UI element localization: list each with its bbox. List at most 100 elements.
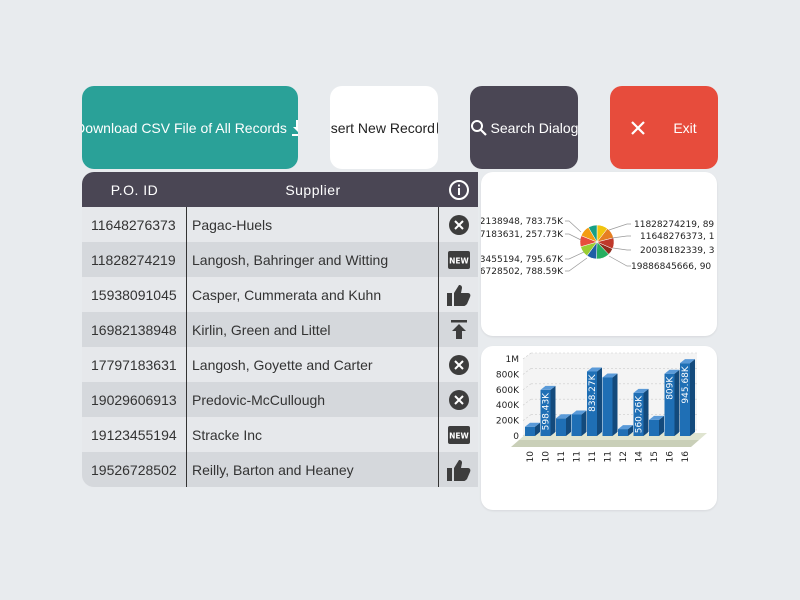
svg-text:NEW: NEW bbox=[449, 431, 469, 440]
bar-top bbox=[664, 369, 680, 374]
bar-side bbox=[690, 359, 695, 436]
close-icon bbox=[631, 120, 646, 135]
pie-chart-card: 16982138948, 783.75K 17797183631, 257.73K… bbox=[481, 172, 717, 336]
pie-leader-line bbox=[608, 223, 631, 231]
pie-leader-line bbox=[565, 220, 582, 233]
pie-label: 16982138948, 783.75K bbox=[481, 217, 564, 227]
cell-supplier: Pagac-Huels bbox=[187, 207, 439, 242]
table-row[interactable]: 15938091045 Casper, Cummerata and Kuhn bbox=[82, 277, 478, 312]
cell-po-id: 19029606913 bbox=[82, 382, 187, 417]
bar bbox=[571, 414, 582, 436]
exit-label: Exit bbox=[673, 119, 697, 136]
y-tick-label: 200K bbox=[496, 417, 520, 427]
bar-side bbox=[597, 367, 602, 436]
insert-new-record-button[interactable]: Insert New Record bbox=[330, 86, 438, 169]
pie-label: 20038182339, 3 bbox=[640, 246, 714, 256]
table-row[interactable]: 17797183631 Langosh, Goyette and Carter bbox=[82, 347, 478, 382]
pie-label: 11828274219, 89 bbox=[634, 220, 714, 230]
cell-supplier: Stracke Inc bbox=[187, 417, 439, 452]
y-tick-label: 400K bbox=[496, 401, 520, 411]
pie-label: 19123455194, 795.67K bbox=[481, 255, 564, 265]
bar bbox=[680, 363, 690, 436]
bar bbox=[525, 426, 535, 436]
upload-icon[interactable] bbox=[439, 312, 478, 347]
bar-side bbox=[612, 373, 618, 436]
thumbs-up-icon[interactable] bbox=[439, 277, 478, 312]
bar-top bbox=[633, 388, 649, 393]
bar-chart: 1M 800K 600K 400K 200K 0 10 598.43K 10 11 11 838.27… bbox=[496, 352, 707, 463]
pie-chart: 16982138948, 783.75K 17797183631, 257.73K… bbox=[481, 217, 714, 277]
y-tick-label: 600K bbox=[496, 386, 520, 396]
bar-side bbox=[659, 415, 664, 436]
bar bbox=[664, 373, 675, 436]
download-icon bbox=[291, 119, 298, 136]
bar-top bbox=[649, 415, 664, 420]
insert-new-record-label: Insert New Record bbox=[330, 119, 435, 136]
table-row[interactable]: 11828274219 Langosh, Bahringer and Wittin… bbox=[82, 242, 478, 277]
pie-slice bbox=[588, 224, 598, 243]
cancel-icon[interactable] bbox=[439, 382, 478, 417]
bar bbox=[618, 429, 628, 436]
table-body: 11648276373 Pagac-Huels 11828274219 Langosh… bbox=[82, 207, 478, 487]
cell-po-id: 11648276373 bbox=[82, 207, 187, 242]
x-tick-label: 15 bbox=[650, 451, 660, 462]
y-tick-label: 1M bbox=[506, 355, 520, 365]
bar-side bbox=[550, 385, 556, 436]
x-tick-label: 16 bbox=[666, 451, 676, 463]
bar-data-label: 560.26K bbox=[635, 395, 645, 433]
table-row[interactable]: 11648276373 Pagac-Huels bbox=[82, 207, 478, 242]
bar-top bbox=[602, 373, 618, 378]
table-row[interactable]: 19029606913 Predovic-McCullough bbox=[82, 382, 478, 417]
header-supplier[interactable]: Supplier bbox=[285, 181, 341, 198]
bar-side bbox=[628, 425, 633, 436]
search-dialog-button[interactable]: Search Dialog bbox=[470, 86, 578, 169]
cancel-icon[interactable] bbox=[439, 207, 478, 242]
bar-side bbox=[566, 414, 571, 436]
cell-supplier: Casper, Cummerata and Kuhn bbox=[187, 277, 439, 312]
pie-leader-line bbox=[565, 257, 588, 272]
bar-top bbox=[618, 425, 633, 430]
pie-label: 19886845666, 90 bbox=[631, 262, 711, 272]
x-tick-label: 11 bbox=[588, 451, 598, 462]
bar bbox=[587, 371, 597, 436]
cell-supplier: Langosh, Bahringer and Witting bbox=[187, 242, 439, 277]
header-po-id[interactable]: P.O. ID bbox=[110, 181, 159, 198]
download-csv-button[interactable]: Download CSV File of All Records bbox=[82, 86, 298, 169]
thumbs-up-icon[interactable] bbox=[439, 452, 478, 487]
bar-chart-card: 1M 800K 600K 400K 200K 0 10 598.43K 10 11 11 838.27… bbox=[481, 346, 717, 510]
info-icon[interactable] bbox=[439, 179, 478, 201]
purchase-orders-table: P.O. ID Supplier 11648276373 Pagac-Huels 1… bbox=[82, 172, 478, 487]
x-tick-label: 10 bbox=[526, 451, 536, 463]
x-tick-label: 14 bbox=[635, 451, 645, 463]
new-badge-icon[interactable]: NEW bbox=[439, 417, 478, 452]
x-tick-label: 11 bbox=[573, 451, 583, 462]
cancel-icon[interactable] bbox=[439, 347, 478, 382]
table-header: P.O. ID Supplier bbox=[82, 172, 478, 207]
bar-data-label: 598.43K bbox=[542, 392, 552, 430]
svg-text:NEW: NEW bbox=[449, 256, 469, 265]
table-row[interactable]: 19123455194 Stracke Inc NEW bbox=[82, 417, 478, 452]
search-icon bbox=[470, 119, 488, 137]
y-tick-label: 800K bbox=[496, 370, 520, 380]
cell-supplier: Kirlin, Green and Littel bbox=[187, 312, 439, 347]
bar-top bbox=[680, 359, 695, 364]
x-tick-label: 16 bbox=[681, 451, 691, 463]
x-tick-label: 12 bbox=[619, 451, 629, 462]
bar-data-label: 809K bbox=[666, 376, 676, 400]
new-badge-icon[interactable]: NEW bbox=[439, 242, 478, 277]
bar-top bbox=[587, 367, 602, 372]
chart-floor bbox=[511, 440, 699, 447]
exit-button[interactable]: Exit bbox=[610, 86, 718, 169]
table-row[interactable]: 16982138948 Kirlin, Green and Littel bbox=[82, 312, 478, 347]
pie-leader-line bbox=[565, 233, 582, 241]
table-row[interactable]: 19526728502 Reilly, Barton and Heaney bbox=[82, 452, 478, 487]
cell-po-id: 16982138948 bbox=[82, 312, 187, 347]
cell-supplier: Langosh, Goyette and Carter bbox=[187, 347, 439, 382]
bar bbox=[556, 418, 566, 436]
cell-po-id: 17797183631 bbox=[82, 347, 187, 382]
bar bbox=[540, 389, 551, 436]
cell-po-id: 19123455194 bbox=[82, 417, 187, 452]
bar-side bbox=[643, 388, 649, 436]
cell-po-id: 11828274219 bbox=[82, 242, 187, 277]
x-tick-label: 11 bbox=[557, 451, 567, 462]
